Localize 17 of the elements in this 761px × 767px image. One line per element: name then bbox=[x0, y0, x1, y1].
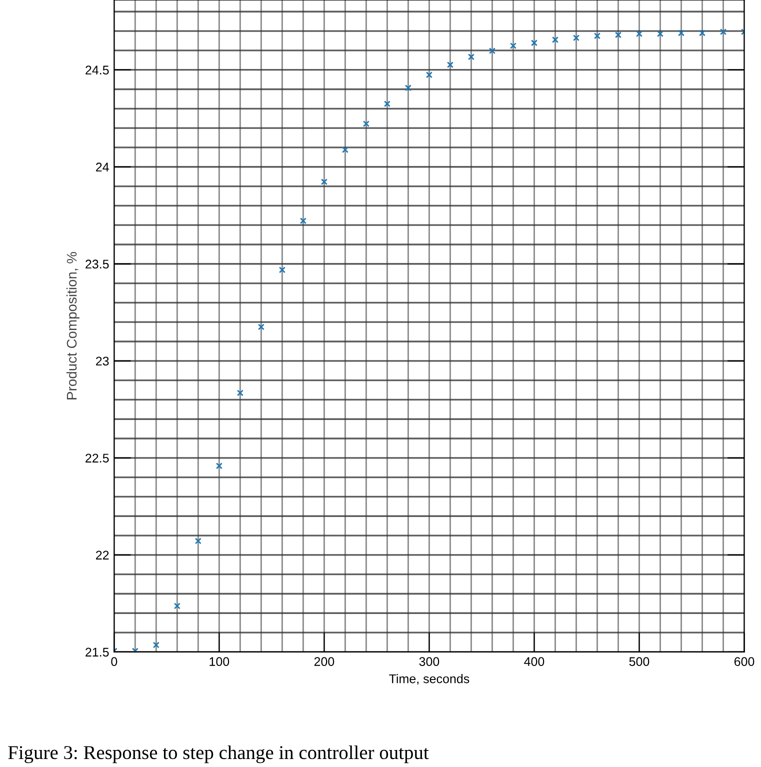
caption: Figure 3: Response to step change in controller output bbox=[8, 745, 429, 764]
y-tick-label: 24.5 bbox=[86, 66, 109, 75]
x-axis-title: Time, seconds bbox=[389, 674, 470, 685]
x-tick-label: 200 bbox=[314, 657, 334, 666]
x-tick-label: 0 bbox=[111, 657, 118, 666]
y-tick-label: 23.5 bbox=[86, 260, 109, 269]
y-tick-label: 24 bbox=[96, 162, 109, 172]
y-tick-label: 22.5 bbox=[86, 454, 109, 463]
y-tick-label: 22 bbox=[96, 550, 109, 560]
x-tick-label: 300 bbox=[419, 657, 440, 666]
y-axis-title: Product Composition, % bbox=[66, 252, 80, 400]
x-tick-label: 500 bbox=[629, 657, 650, 666]
x-tick-label: 100 bbox=[210, 657, 230, 666]
y-tick-label: 21.5 bbox=[86, 648, 109, 657]
x-tick-label: 400 bbox=[524, 657, 544, 666]
y-tick-label: 23 bbox=[96, 356, 109, 366]
x-tick-label: 600 bbox=[734, 657, 754, 666]
